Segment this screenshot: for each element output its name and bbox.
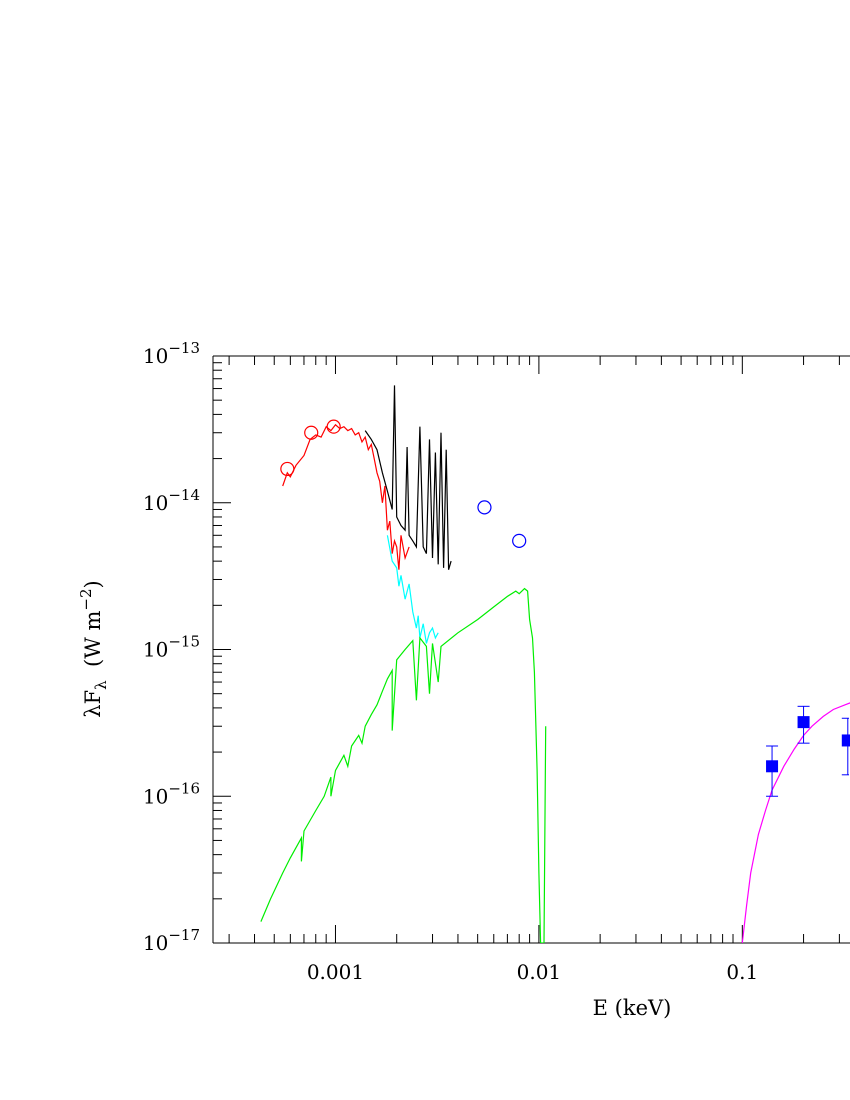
- series-line-2: [386, 535, 439, 644]
- y-tick-label-exp: −13: [168, 339, 200, 357]
- y-tick-label-base: 10: [143, 344, 168, 368]
- y-tick-label-base: 10: [143, 638, 168, 662]
- y-tick-label-base: 10: [143, 784, 168, 808]
- data-point-circle: [304, 425, 319, 440]
- x-tick-label: 0.1: [726, 960, 758, 984]
- svg-text:λFλ (W m−2): λFλ (W m−2): [77, 580, 110, 717]
- y-axis-label-exp: −2: [77, 588, 95, 610]
- series-line-4: [741, 702, 850, 943]
- data-markers: [280, 419, 850, 797]
- y-tick-label: 10−17: [143, 926, 200, 955]
- y-tick-label-exp: −16: [168, 779, 200, 797]
- y-tick-label-base: 10: [143, 491, 168, 515]
- series-line-3: [260, 587, 547, 943]
- y-axis-label-unit: (W m: [81, 611, 105, 667]
- data-point-circle: [326, 419, 341, 434]
- y-axis-label-f: F: [81, 690, 105, 705]
- y-tick-label-exp: −15: [168, 633, 200, 651]
- x-axis-label: E (keV): [593, 996, 672, 1020]
- x-tick-label: 0.001: [307, 960, 364, 984]
- y-axis-label-lambda: λ: [81, 704, 105, 717]
- x-tick-label: 0.01: [517, 960, 562, 984]
- series-line-1: [364, 385, 452, 570]
- y-tick-label-exp: −14: [168, 486, 200, 504]
- y-tick-label: 10−16: [143, 779, 200, 808]
- axis-ticks: [213, 355, 840, 944]
- data-point-square: [766, 760, 779, 773]
- y-axis-label-close: ): [81, 580, 105, 588]
- y-tick-label: 10−15: [143, 633, 200, 662]
- data-point-circle: [280, 461, 295, 477]
- data-point-circle: [512, 533, 527, 548]
- y-tick-label: 10−13: [143, 339, 200, 368]
- y-tick-label-base: 10: [143, 931, 168, 955]
- y-tick-label: 10−14: [143, 486, 200, 515]
- plot-area: [260, 385, 850, 943]
- y-tick-label-exp: −17: [168, 926, 200, 944]
- x-tick-labels: 0.001 0.01 0.1: [307, 960, 758, 984]
- y-axis-label: λFλ (W m−2): [77, 580, 110, 717]
- data-point-square: [841, 734, 850, 747]
- data-point-square: [797, 716, 810, 729]
- series-line-0: [282, 423, 410, 570]
- y-axis-label-sub: λ: [92, 680, 110, 690]
- data-point-circle: [477, 500, 492, 515]
